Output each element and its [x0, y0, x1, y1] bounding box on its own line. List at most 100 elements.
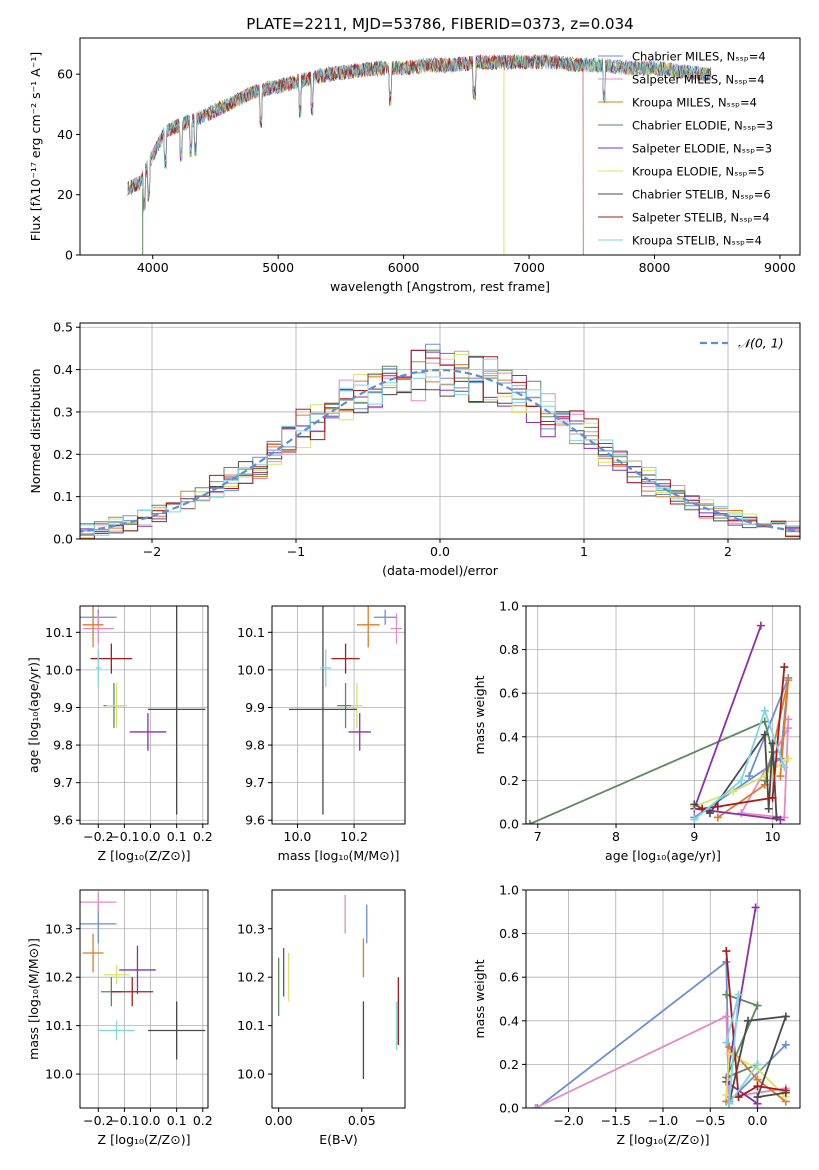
y-tick-label: 10.0 [45, 662, 73, 677]
legend-label: Kroupa ELODIE, Nₛₛₚ=5 [632, 165, 765, 179]
weight-point-marker [784, 724, 793, 733]
weight-point-marker [753, 1001, 762, 1010]
y-tick-label: 10.0 [237, 662, 265, 677]
mass-weight-vs-metallicity-plot: −2.0 −1.5 −1.0 −0.5 0.0 0.0 0.2 0.4 0.6 0.8 1.0 Z [… [472, 883, 801, 1147]
y-tick-label: 0.0 [53, 532, 73, 547]
y-tick-label: 0.4 [499, 729, 519, 744]
x-tick-label: 2 [724, 544, 732, 559]
weight-point-marker [781, 1012, 790, 1021]
x-axis-label: age [log₁₀(age/yr)] [605, 848, 721, 863]
y-tick-label: 9.7 [245, 775, 265, 790]
plot-area [80, 892, 206, 1060]
x-tick-label: −0.5 [695, 1113, 725, 1128]
weight-point-marker [737, 776, 746, 785]
y-tick-label: 9.9 [245, 700, 265, 715]
weight-point-marker [784, 676, 793, 685]
x-tick-label: 10.2 [340, 829, 368, 844]
x-tick-label: 0.0 [141, 829, 161, 844]
y-tick-label: 0.4 [499, 1013, 519, 1028]
y-tick-label: 0.8 [499, 642, 519, 657]
weight-series-line [724, 993, 759, 1080]
spectrum-line [127, 53, 712, 210]
plot-area [526, 621, 793, 824]
y-tick-label: 9.6 [53, 813, 73, 828]
spectrum-line [127, 53, 712, 209]
weight-point-marker [734, 990, 743, 999]
x-tick-label: 10 [765, 829, 781, 844]
axes-frame [79, 889, 209, 1109]
weight-point-marker [753, 1093, 762, 1102]
weight-point-marker [760, 706, 769, 715]
legend-label: Salpeter STELIB, Nₛₛₚ=4 [632, 211, 770, 225]
axes-frame [79, 37, 801, 256]
weight-point-marker [753, 1060, 762, 1069]
y-tick-label: 0.2 [53, 447, 73, 462]
y-tick-label: 20 [57, 187, 73, 202]
x-axis-label: Z [log₁₀(Z/Z⊙)] [98, 1132, 191, 1147]
weight-series-line [535, 1014, 786, 1108]
y-tick-label: 10.0 [237, 1067, 265, 1082]
axes: 10.0 10.2 9.6 9.7 9.8 9.9 10.0 10.1 mass [log₁₀(… [237, 605, 406, 863]
legend-label: Salpeter MILES, Nₛₛₚ=4 [632, 73, 765, 87]
x-tick-label: 0.0 [141, 1113, 161, 1128]
weight-point-marker [690, 800, 699, 809]
y-tick-label: 9.6 [245, 813, 265, 828]
x-tick-label: 8000 [639, 260, 671, 275]
y-tick-label: 10.1 [237, 1018, 265, 1033]
y-tick-label: 0.8 [499, 926, 519, 941]
figure-title: PLATE=2211, MJD=53786, FIBERID=0373, z=0… [246, 15, 633, 33]
mass-vs-ebv-plot: 0.00 0.05 10.0 10.1 10.2 10.3 E(B-V) [237, 889, 406, 1147]
weight-point-marker [713, 802, 722, 811]
weight-point-marker [722, 990, 731, 999]
x-tick-label: −0.2 [83, 1113, 113, 1128]
x-tick-label: 0.0 [748, 1113, 768, 1128]
x-tick-label: 0.00 [265, 1113, 293, 1128]
legend-label: Chabrier ELODIE, Nₛₛₚ=3 [632, 119, 773, 133]
y-tick-label: 0.0 [499, 1101, 519, 1116]
weight-point-marker [764, 804, 773, 813]
x-tick-label: 10.0 [284, 829, 312, 844]
x-tick-label: −1.5 [601, 1113, 631, 1128]
weight-point-marker [705, 809, 714, 818]
weight-point-marker [780, 663, 789, 672]
y-tick-label: 0.3 [53, 404, 73, 419]
legend-label: Chabrier STELIB, Nₛₛₚ=6 [632, 188, 771, 202]
weight-point-marker [776, 772, 785, 781]
x-tick-label: 0.05 [348, 1113, 376, 1128]
y-axis-label: mass weight [472, 675, 487, 754]
weight-series-line [725, 950, 786, 1099]
plot-area [288, 606, 403, 815]
y-tick-label: 0 [65, 248, 73, 263]
axes: 4000 5000 6000 7000 8000 9000 0 20 40 60 wavelengt… [28, 37, 801, 294]
weight-series-line [725, 1052, 787, 1098]
x-tick-label: 0.2 [193, 829, 213, 844]
weight-series-line [693, 731, 778, 818]
x-axis-label: (data-model)/error [382, 563, 499, 578]
y-tick-label: 9.9 [53, 700, 73, 715]
weight-point-marker [768, 793, 777, 802]
plot-area [531, 903, 790, 1108]
weight-series-line [739, 719, 790, 819]
weight-point-marker [760, 730, 769, 739]
x-tick-label: 8 [612, 829, 620, 844]
weight-point-marker [745, 772, 754, 781]
y-tick-label: 9.8 [53, 738, 73, 753]
weight-series-line [725, 994, 759, 1107]
y-tick-label: 0.6 [499, 686, 519, 701]
spectrum-line [127, 54, 712, 210]
axes: −2.0 −1.5 −1.0 −0.5 0.0 0.0 0.2 0.4 0.6 0.8 1.0 Z [… [472, 883, 801, 1147]
spectrum-line [127, 54, 712, 207]
age-vs-metallicity-plot: −0.2−0.1 0.0 0.1 0.2 9.6 9.7 9.8 9.9 10.0 10.1 Z [… [26, 605, 213, 863]
y-tick-label: 0.0 [499, 817, 519, 832]
y-axis-label: mass [log₁₀(M/M⊙)] [26, 938, 41, 1060]
y-tick-label: 0.6 [499, 970, 519, 985]
spectrum-line [127, 54, 712, 208]
legend-label: Kroupa STELIB, Nₛₛₚ=4 [632, 234, 762, 248]
y-tick-label: 0.2 [499, 773, 519, 788]
x-tick-label: 5000 [262, 260, 294, 275]
mass-vs-metallicity-plot: −0.2−0.1 0.0 0.1 0.2 10.0 10.1 10.2 10.3 Z [log₁… [26, 889, 213, 1147]
weight-point-marker [531, 1104, 540, 1108]
axes: −0.2−0.1 0.0 0.1 0.2 9.6 9.7 9.8 9.9 10.0 10.1 Z [… [26, 605, 213, 863]
x-tick-label: 4000 [137, 260, 169, 275]
